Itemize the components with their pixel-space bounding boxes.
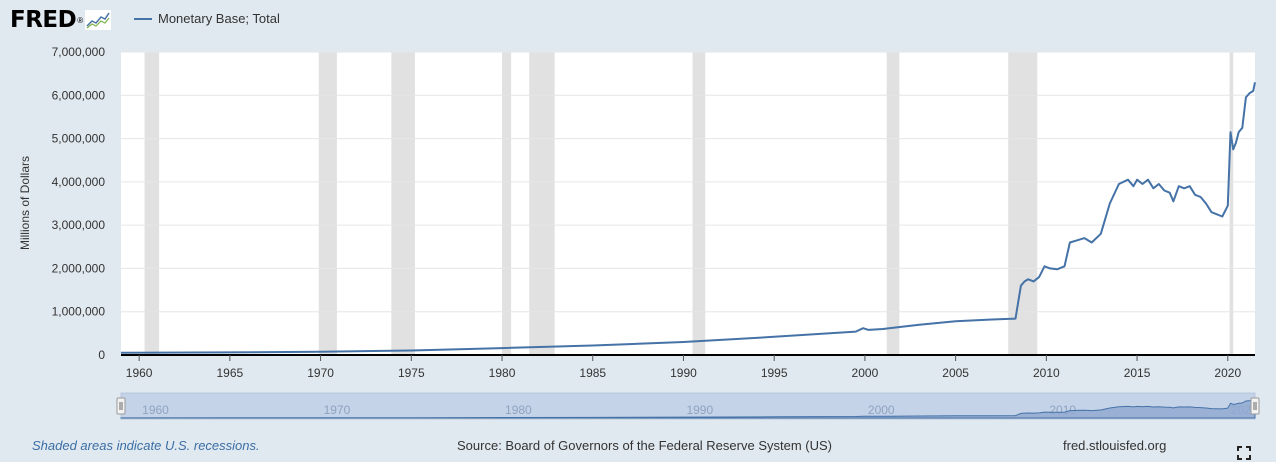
recession-band <box>502 52 512 355</box>
x-tick-label: 1960 <box>126 366 153 380</box>
recession-band <box>318 52 337 355</box>
x-tick-label: 1975 <box>398 366 425 380</box>
fred-logo-text: FRED <box>10 7 77 33</box>
legend-swatch <box>134 17 152 20</box>
x-tick-label: 1995 <box>761 366 788 380</box>
x-tick-label: 1990 <box>670 366 697 380</box>
navigator-tick-label: 1990 <box>686 403 713 417</box>
navigator-tick-label: 1960 <box>142 403 169 417</box>
navigator-tick-label: 2000 <box>868 403 895 417</box>
x-tick-label: 2000 <box>852 366 879 380</box>
fred-logo[interactable]: FRED ® <box>10 6 112 34</box>
y-tick-label: 1,000,000 <box>52 305 106 319</box>
y-tick-label: 6,000,000 <box>52 88 106 102</box>
recession-band <box>391 52 415 355</box>
y-tick-label: 7,000,000 <box>52 45 106 59</box>
time-navigator[interactable]: 1960197019801990200020102020 <box>116 392 1260 420</box>
recession-note[interactable]: Shaded areas indicate U.S. recessions. <box>32 438 260 453</box>
x-tick-label: 2005 <box>942 366 969 380</box>
x-tick-label: 1980 <box>489 366 516 380</box>
x-tick-label: 2015 <box>1124 366 1151 380</box>
recession-band <box>1008 52 1038 355</box>
recession-band <box>529 52 555 355</box>
recession-bands <box>144 52 1234 355</box>
y-tick-label: 4,000,000 <box>52 175 106 189</box>
navigator-right-handle[interactable] <box>1250 397 1260 415</box>
chart-header: FRED ® Monetary Base; Total <box>0 0 1276 40</box>
plot-area <box>121 52 1255 355</box>
fred-logo-graph-icon <box>85 10 112 30</box>
y-tick-label: 3,000,000 <box>52 218 106 232</box>
x-tick-label: 1970 <box>307 366 334 380</box>
y-gridlines <box>121 51 1255 313</box>
chart-legend: Monetary Base; Total <box>134 11 280 26</box>
site-link[interactable]: fred.stlouisfed.org <box>1063 438 1167 453</box>
recession-band <box>692 52 706 355</box>
fred-logo-reg: ® <box>77 15 84 25</box>
navigator-tick-label: 1970 <box>324 403 351 417</box>
y-tick-label: 2,000,000 <box>52 261 106 275</box>
y-tick-label: 5,000,000 <box>52 132 106 146</box>
fullscreen-icon[interactable] <box>1237 446 1251 460</box>
navigator-left-handle[interactable] <box>116 397 126 415</box>
navigator-tick-label: 1980 <box>505 403 532 417</box>
series-layer <box>120 82 1256 354</box>
x-tick-label: 1965 <box>217 366 244 380</box>
legend-label: Monetary Base; Total <box>158 11 280 26</box>
y-tick-label: 0 <box>98 348 105 362</box>
recession-band <box>1229 52 1234 355</box>
x-tick-label: 1985 <box>579 366 606 380</box>
recession-band <box>144 52 160 355</box>
x-tick-label: 2020 <box>1214 366 1241 380</box>
series-line <box>120 82 1256 354</box>
x-tick-label: 2010 <box>1033 366 1060 380</box>
source-text: Source: Board of Governors of the Federa… <box>457 438 832 453</box>
y-axis-label: Millions of Dollars <box>18 156 32 250</box>
axes: 0 1,000,000 2,000,000 3,000,000 4,000,000 5,0… <box>52 45 1255 380</box>
recession-band <box>886 52 900 355</box>
navigator-series-area <box>120 399 1256 419</box>
